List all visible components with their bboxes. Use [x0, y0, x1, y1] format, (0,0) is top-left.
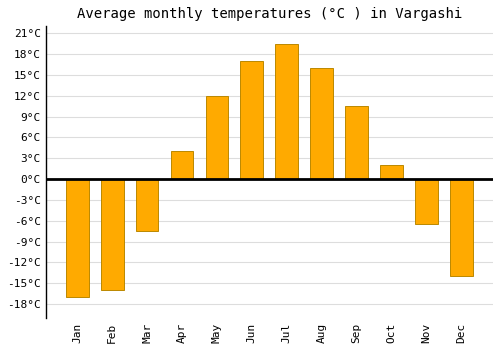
Bar: [101, 179, 124, 290]
Bar: [170, 151, 194, 179]
Title: Average monthly temperatures (°C ) in Vargashi: Average monthly temperatures (°C ) in Va…: [76, 7, 462, 21]
Bar: [346, 106, 368, 179]
Bar: [380, 165, 403, 179]
Bar: [415, 179, 438, 224]
Bar: [136, 179, 158, 231]
Bar: [310, 68, 333, 179]
Bar: [450, 179, 472, 276]
Bar: [240, 61, 263, 179]
Bar: [276, 44, 298, 179]
Bar: [206, 96, 229, 179]
Bar: [66, 179, 88, 297]
